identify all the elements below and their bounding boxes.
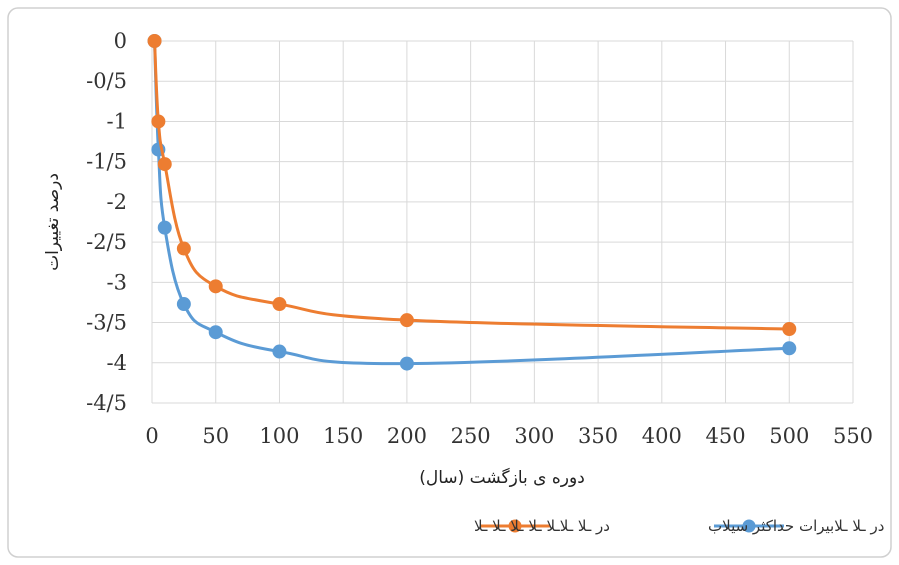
data-point [782,341,797,356]
y-axis-ticks: 0 -0/5 -1 -1/5 -2 -2/5 -3 -3/5 -4 -4/5 [86,29,127,415]
data-point [176,297,191,312]
y-tick-label: -1 [107,109,127,133]
x-tick-label: 100 [259,424,299,448]
data-point [176,241,191,256]
x-axis-title: دوره ی بازگشت (سال) [419,467,585,488]
y-tick-label: -2 [107,190,127,214]
y-tick-label: -3/5 [86,311,127,335]
y-tick-label: -4 [107,351,127,375]
y-tick-label: -1/5 [86,150,127,174]
y-tick-label: 0 [114,29,127,53]
x-tick-label: 400 [642,424,682,448]
data-point [147,34,162,48]
data-point [399,313,414,328]
y-tick-label: -0/5 [86,69,127,93]
data-point [157,157,172,172]
x-tick-label: 450 [705,424,745,448]
series-line [153,40,790,331]
x-tick-label: 200 [387,424,427,448]
data-point [272,297,287,312]
series-2 [147,34,797,336]
legend: در ـلا ـلابیرات حداکثر سیلاب در ـلا ـلاـل… [474,517,884,535]
data-point [208,325,223,340]
data-point [272,344,287,359]
data-point [151,114,166,129]
y-tick-label: -4/5 [86,391,127,415]
legend-entry: در ـلا ـلاـلا ـلا ـلا ـلا ـلا [474,517,610,535]
legend-swatch-marker [508,519,522,533]
data-point [399,356,414,371]
series-layer [147,34,797,371]
x-tick-label: 550 [833,424,873,448]
y-tick-label: -3 [107,270,127,294]
legend-swatch-marker [742,519,756,533]
y-axis-title: درصد تغییرات [43,173,63,271]
x-tick-label: 300 [514,424,554,448]
x-tick-label: 150 [323,424,363,448]
legend-label: در ـلا ـلابیرات حداکثر سیلاب [708,517,884,535]
legend-entry: در ـلا ـلابیرات حداکثر سیلاب [708,517,884,535]
y-tick-label: -2/5 [86,230,127,254]
x-tick-label: 250 [451,424,491,448]
data-point [208,279,223,294]
data-point [157,220,172,235]
x-axis-ticks: 0 50 100 150 200 250 300 350 400 450 500 550 [145,424,873,448]
x-tick-label: 350 [578,424,618,448]
x-tick-label: 0 [145,424,158,448]
data-point [782,321,797,336]
legend-label: در ـلا ـلاـلا ـلا ـلا ـلا ـلا [474,517,610,535]
x-tick-label: 50 [202,424,229,448]
grid [151,40,854,404]
x-tick-label: 500 [769,424,809,448]
